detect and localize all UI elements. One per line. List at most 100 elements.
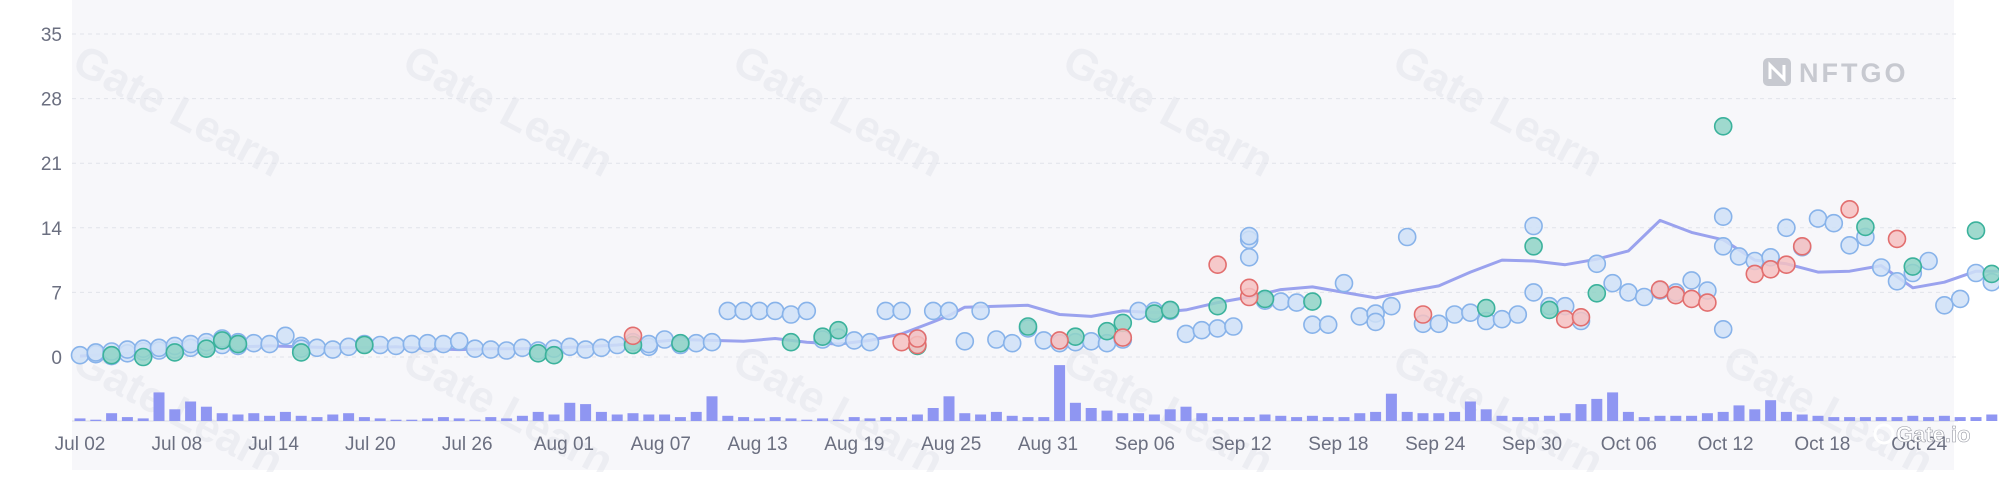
sale-dot[interactable] xyxy=(1715,208,1732,225)
sale-dot-teal[interactable] xyxy=(1020,318,1037,335)
sale-dot-red[interactable] xyxy=(1557,311,1574,328)
sale-dot[interactable] xyxy=(1399,229,1416,246)
sale-dot[interactable] xyxy=(1193,322,1210,339)
sale-dot-teal[interactable] xyxy=(135,349,152,366)
sale-dot[interactable] xyxy=(419,335,436,352)
sale-dot[interactable] xyxy=(893,302,910,319)
sale-dot[interactable] xyxy=(1525,218,1542,235)
sale-dot[interactable] xyxy=(403,336,420,353)
sale-dot[interactable] xyxy=(1873,259,1890,276)
sale-dot-red[interactable] xyxy=(1841,201,1858,218)
sale-dot[interactable] xyxy=(1083,333,1100,350)
sale-dot-teal[interactable] xyxy=(1541,301,1558,318)
sale-dot[interactable] xyxy=(1272,293,1289,310)
sale-dot-red[interactable] xyxy=(1667,287,1684,304)
sale-dot[interactable] xyxy=(1446,306,1463,323)
sale-dot[interactable] xyxy=(1225,318,1242,335)
sale-dot-teal[interactable] xyxy=(783,334,800,351)
sale-dot[interactable] xyxy=(1462,304,1479,321)
sale-dot[interactable] xyxy=(87,344,104,361)
sale-dot-teal[interactable] xyxy=(1478,300,1495,317)
sale-dot[interactable] xyxy=(941,302,958,319)
sale-dot[interactable] xyxy=(1715,321,1732,338)
sale-dot[interactable] xyxy=(324,341,341,358)
sale-dot[interactable] xyxy=(1351,308,1368,325)
sale-dot[interactable] xyxy=(577,341,594,358)
sale-dot-teal[interactable] xyxy=(530,345,547,362)
sale-dot[interactable] xyxy=(467,340,484,357)
sale-dot[interactable] xyxy=(1367,313,1384,330)
sale-dot[interactable] xyxy=(72,347,89,364)
sale-dot-red[interactable] xyxy=(1746,265,1763,282)
sale-dot-red[interactable] xyxy=(1778,256,1795,273)
sale-dot-red[interactable] xyxy=(1652,281,1669,298)
sale-dot[interactable] xyxy=(1035,332,1052,349)
sale-dot[interactable] xyxy=(372,337,389,354)
sale-dot[interactable] xyxy=(1731,248,1748,265)
sale-dot[interactable] xyxy=(751,302,768,319)
sale-dot[interactable] xyxy=(1383,298,1400,315)
sale-dot-teal[interactable] xyxy=(1588,285,1605,302)
sale-dot-teal[interactable] xyxy=(1162,301,1179,318)
sale-dot[interactable] xyxy=(688,335,705,352)
sale-dot[interactable] xyxy=(783,306,800,323)
sale-dot-red[interactable] xyxy=(1889,230,1906,247)
sale-dot-teal[interactable] xyxy=(1904,258,1921,275)
sale-dot-red[interactable] xyxy=(625,327,642,344)
sale-dot[interactable] xyxy=(1920,253,1937,270)
sale-dot[interactable] xyxy=(1604,275,1621,292)
sale-dot-red[interactable] xyxy=(1114,329,1131,346)
sale-dot[interactable] xyxy=(846,332,863,349)
sale-dot-red[interactable] xyxy=(893,334,910,351)
sale-dot-teal[interactable] xyxy=(1257,290,1274,307)
sale-dot[interactable] xyxy=(151,339,168,356)
sale-dot[interactable] xyxy=(1209,320,1226,337)
sale-dot[interactable] xyxy=(1715,238,1732,255)
sale-dot[interactable] xyxy=(1241,249,1258,266)
sale-dot[interactable] xyxy=(956,333,973,350)
sale-dot[interactable] xyxy=(1178,325,1195,342)
sale-dot[interactable] xyxy=(719,302,736,319)
sale-dot[interactable] xyxy=(704,334,721,351)
sale-dot[interactable] xyxy=(972,302,989,319)
sale-dot[interactable] xyxy=(1525,284,1542,301)
sale-dot[interactable] xyxy=(1241,228,1258,245)
sale-dot-red[interactable] xyxy=(1762,261,1779,278)
sale-dot[interactable] xyxy=(1588,255,1605,272)
sale-dot-teal[interactable] xyxy=(830,322,847,339)
sale-dot[interactable] xyxy=(1430,315,1447,332)
sale-dot-red[interactable] xyxy=(1683,290,1700,307)
sale-dot-teal[interactable] xyxy=(1209,298,1226,315)
sale-dot[interactable] xyxy=(1825,215,1842,232)
sale-dot[interactable] xyxy=(498,342,515,359)
sale-dot[interactable] xyxy=(1683,272,1700,289)
sale-dot[interactable] xyxy=(735,302,752,319)
sale-dot[interactable] xyxy=(451,333,468,350)
sale-dot-teal[interactable] xyxy=(1525,238,1542,255)
sale-dot[interactable] xyxy=(561,338,578,355)
sale-dot[interactable] xyxy=(119,341,136,358)
sale-dot[interactable] xyxy=(609,337,626,354)
sale-dot[interactable] xyxy=(1841,237,1858,254)
sale-dot-teal[interactable] xyxy=(198,340,215,357)
sale-dot-red[interactable] xyxy=(1209,256,1226,273)
sale-dot[interactable] xyxy=(277,327,294,344)
sale-dot-teal[interactable] xyxy=(814,328,831,345)
sale-dot-teal[interactable] xyxy=(103,347,120,364)
sale-dot-teal[interactable] xyxy=(1857,218,1874,235)
sale-dot-teal[interactable] xyxy=(1304,293,1321,310)
sale-dot[interactable] xyxy=(245,335,262,352)
sale-dot[interactable] xyxy=(767,302,784,319)
sale-dot[interactable] xyxy=(261,336,278,353)
sale-dot[interactable] xyxy=(435,336,452,353)
sale-dot-teal[interactable] xyxy=(1983,265,1999,282)
sale-dot[interactable] xyxy=(988,331,1005,348)
sale-dot-teal[interactable] xyxy=(230,336,247,353)
sale-dot[interactable] xyxy=(1288,294,1305,311)
sale-dot[interactable] xyxy=(388,337,405,354)
sale-dot-teal[interactable] xyxy=(672,335,689,352)
sale-dot[interactable] xyxy=(1810,210,1827,227)
sale-dot-teal[interactable] xyxy=(546,347,563,364)
sale-dot-teal[interactable] xyxy=(1099,323,1116,340)
sale-dot[interactable] xyxy=(514,339,531,356)
